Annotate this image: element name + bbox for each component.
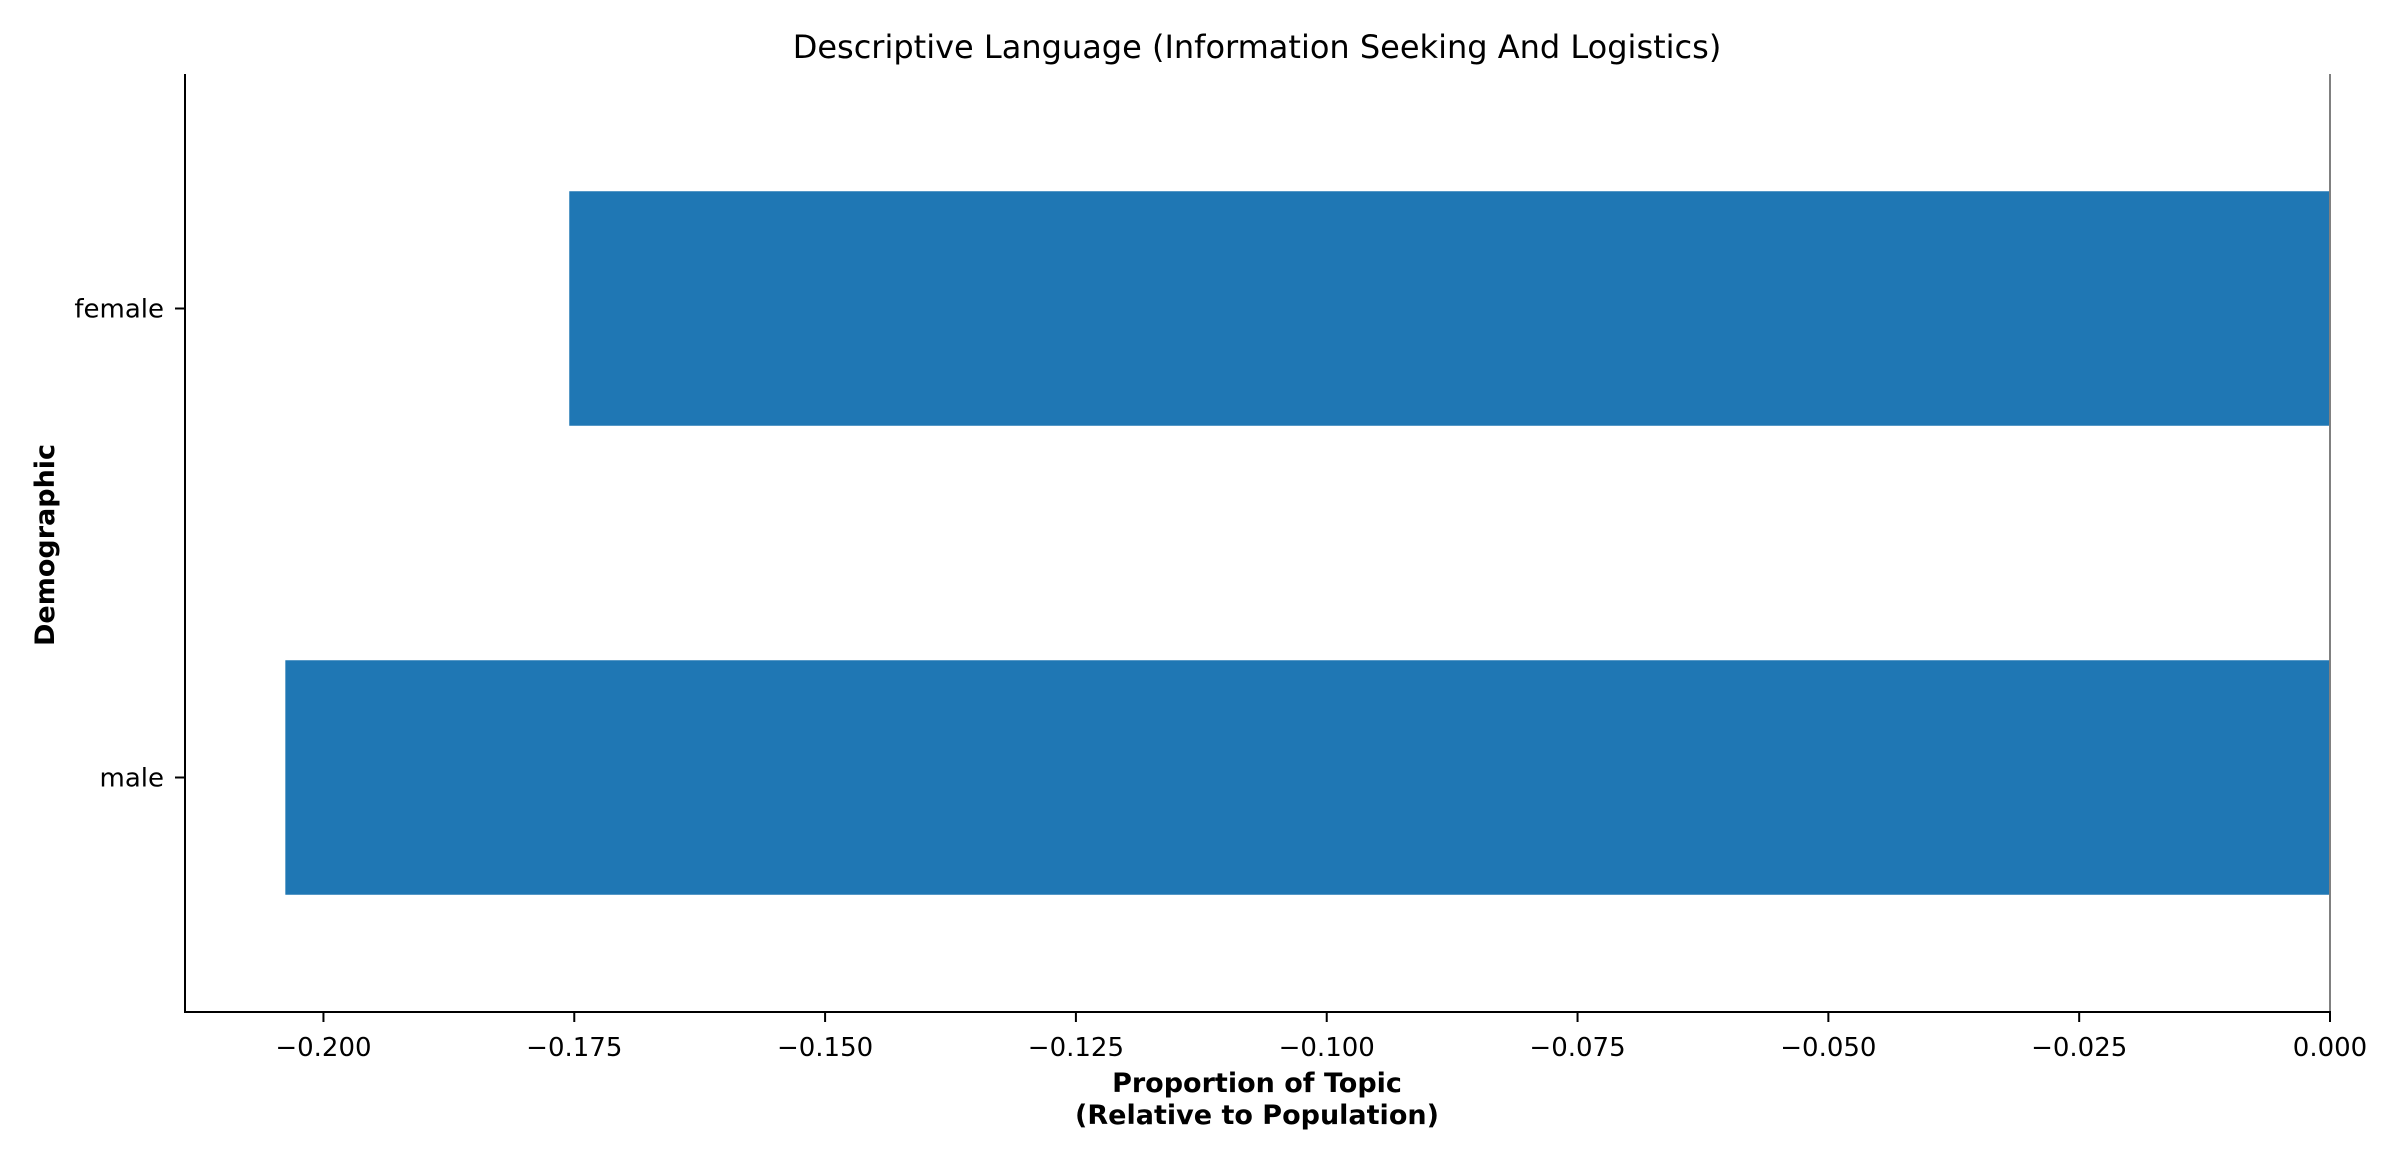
x-tick-label: 0.000 — [2293, 1033, 2367, 1063]
x-axis-label-line1: Proportion of Topic — [1112, 1068, 1402, 1099]
chart-title: Descriptive Language (Information Seekin… — [793, 28, 1722, 66]
x-tick-label: −0.150 — [777, 1033, 873, 1063]
x-tick-label: −0.100 — [1279, 1033, 1375, 1063]
x-tick-label: −0.075 — [1529, 1033, 1625, 1063]
y-tick-label-female: female — [74, 295, 164, 325]
y-axis-ticks: female male — [74, 295, 185, 794]
bar-female — [569, 191, 2331, 426]
x-tick-label: −0.125 — [1028, 1033, 1124, 1063]
x-tick-label: −0.200 — [275, 1033, 371, 1063]
y-tick-label-male: male — [100, 764, 164, 794]
x-tick-label: −0.025 — [2031, 1033, 2127, 1063]
x-axis-label-line2: (Relative to Population) — [1075, 1100, 1439, 1131]
y-axis-label: Demographic — [30, 444, 61, 646]
x-tick-label: −0.050 — [1780, 1033, 1876, 1063]
bars-layer — [285, 191, 2331, 895]
x-tick-label: −0.175 — [526, 1033, 622, 1063]
x-axis-ticks: −0.200 −0.175 −0.150 −0.125 −0.100 −0.075 −0.0… — [275, 1012, 2367, 1063]
bar-male — [285, 660, 2331, 895]
